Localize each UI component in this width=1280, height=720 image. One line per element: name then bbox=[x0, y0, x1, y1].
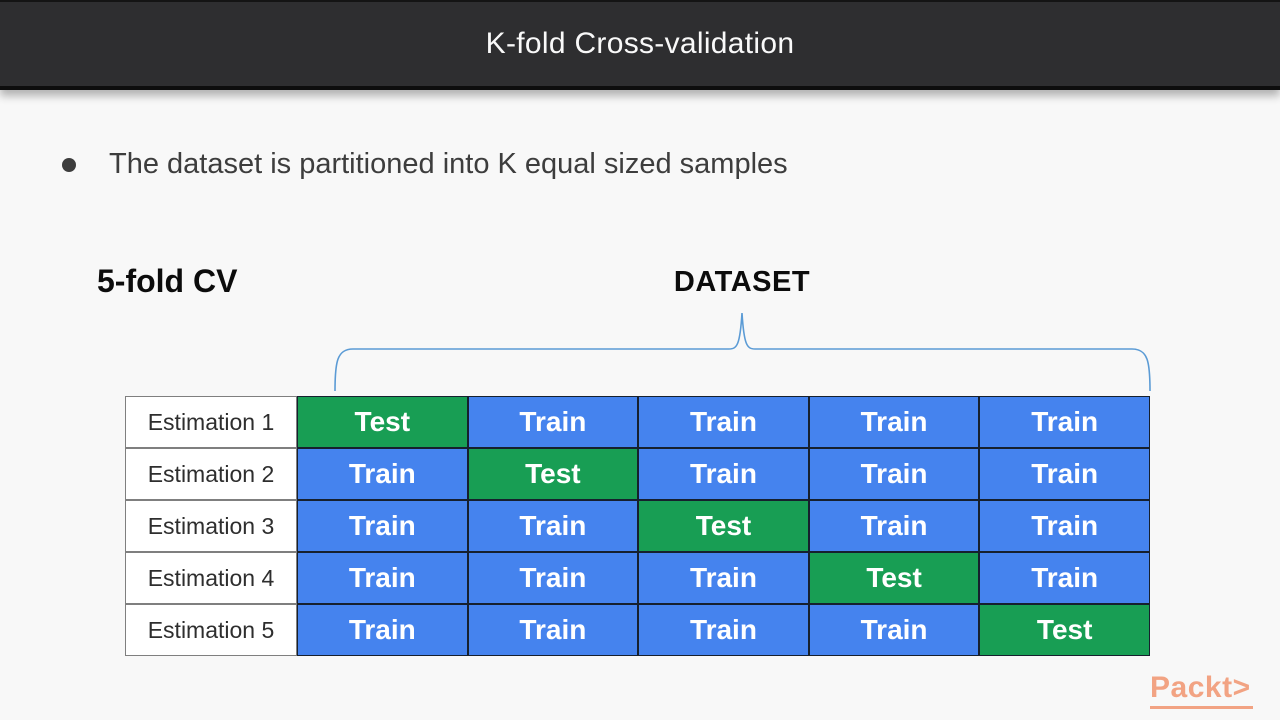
table-row: Estimation 5 Train Train Train Train Test bbox=[125, 604, 1150, 656]
test-cell: Test bbox=[979, 604, 1150, 656]
train-cell: Train bbox=[808, 396, 980, 448]
bullet-icon bbox=[62, 157, 76, 172]
table-row: Estimation 1 Test Train Train Train Train bbox=[125, 396, 1150, 448]
row-label: Estimation 3 bbox=[125, 500, 297, 552]
row-label: Estimation 4 bbox=[125, 552, 297, 604]
train-cell: Train bbox=[808, 500, 980, 552]
row-label: Estimation 2 bbox=[125, 448, 297, 500]
train-cell: Train bbox=[638, 604, 809, 656]
row-label: Estimation 5 bbox=[125, 604, 297, 656]
bullet-item: The dataset is partitioned into K equal … bbox=[62, 148, 788, 181]
table-row: Estimation 4 Train Train Train Test Train bbox=[125, 552, 1150, 604]
row-label: Estimation 1 bbox=[125, 396, 297, 448]
dataset-label: DATASET bbox=[673, 266, 811, 298]
fold-cv-label: 5-fold CV bbox=[97, 263, 238, 299]
test-cell: Test bbox=[808, 552, 980, 604]
train-cell: Train bbox=[297, 604, 468, 656]
table-row: Estimation 3 Train Train Test Train Train bbox=[125, 500, 1150, 552]
bullet-text: The dataset is partitioned into K equal … bbox=[109, 148, 788, 180]
train-cell: Train bbox=[979, 396, 1150, 448]
test-cell: Test bbox=[638, 500, 809, 552]
curly-brace bbox=[334, 312, 1151, 392]
train-cell: Train bbox=[638, 396, 809, 448]
train-cell: Train bbox=[297, 500, 468, 552]
train-cell: Train bbox=[297, 552, 468, 604]
test-cell: Test bbox=[467, 448, 639, 500]
test-cell: Test bbox=[297, 396, 468, 448]
cv-table: Estimation 1 Test Train Train Train Train Esti… bbox=[125, 396, 1150, 656]
train-cell: Train bbox=[638, 448, 809, 500]
train-cell: Train bbox=[467, 500, 639, 552]
train-cell: Train bbox=[467, 552, 639, 604]
title-bar: K-fold Cross-validation bbox=[0, 0, 1280, 90]
train-cell: Train bbox=[979, 448, 1150, 500]
table-row: Estimation 2 Train Test Train Train Train bbox=[125, 448, 1150, 500]
packt-logo-text: Packt bbox=[1150, 671, 1233, 704]
train-cell: Train bbox=[808, 604, 980, 656]
packt-logo: Packt> bbox=[1150, 672, 1253, 709]
train-cell: Train bbox=[979, 500, 1150, 552]
train-cell: Train bbox=[297, 448, 468, 500]
chevron-right-icon: > bbox=[1232, 671, 1251, 704]
train-cell: Train bbox=[808, 448, 980, 500]
train-cell: Train bbox=[467, 604, 639, 656]
train-cell: Train bbox=[979, 552, 1150, 604]
train-cell: Train bbox=[638, 552, 809, 604]
train-cell: Train bbox=[467, 396, 639, 448]
page-title: K-fold Cross-validation bbox=[485, 27, 795, 60]
